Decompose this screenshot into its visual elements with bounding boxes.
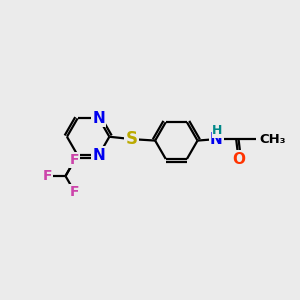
Text: N: N xyxy=(92,148,105,163)
Text: CH₃: CH₃ xyxy=(260,133,286,146)
Text: F: F xyxy=(43,169,52,183)
Text: N: N xyxy=(92,111,105,126)
Text: F: F xyxy=(70,185,80,199)
Text: N: N xyxy=(210,132,223,147)
Text: O: O xyxy=(232,152,245,166)
Text: S: S xyxy=(126,130,138,148)
Text: F: F xyxy=(70,153,80,167)
Text: H: H xyxy=(212,124,223,137)
